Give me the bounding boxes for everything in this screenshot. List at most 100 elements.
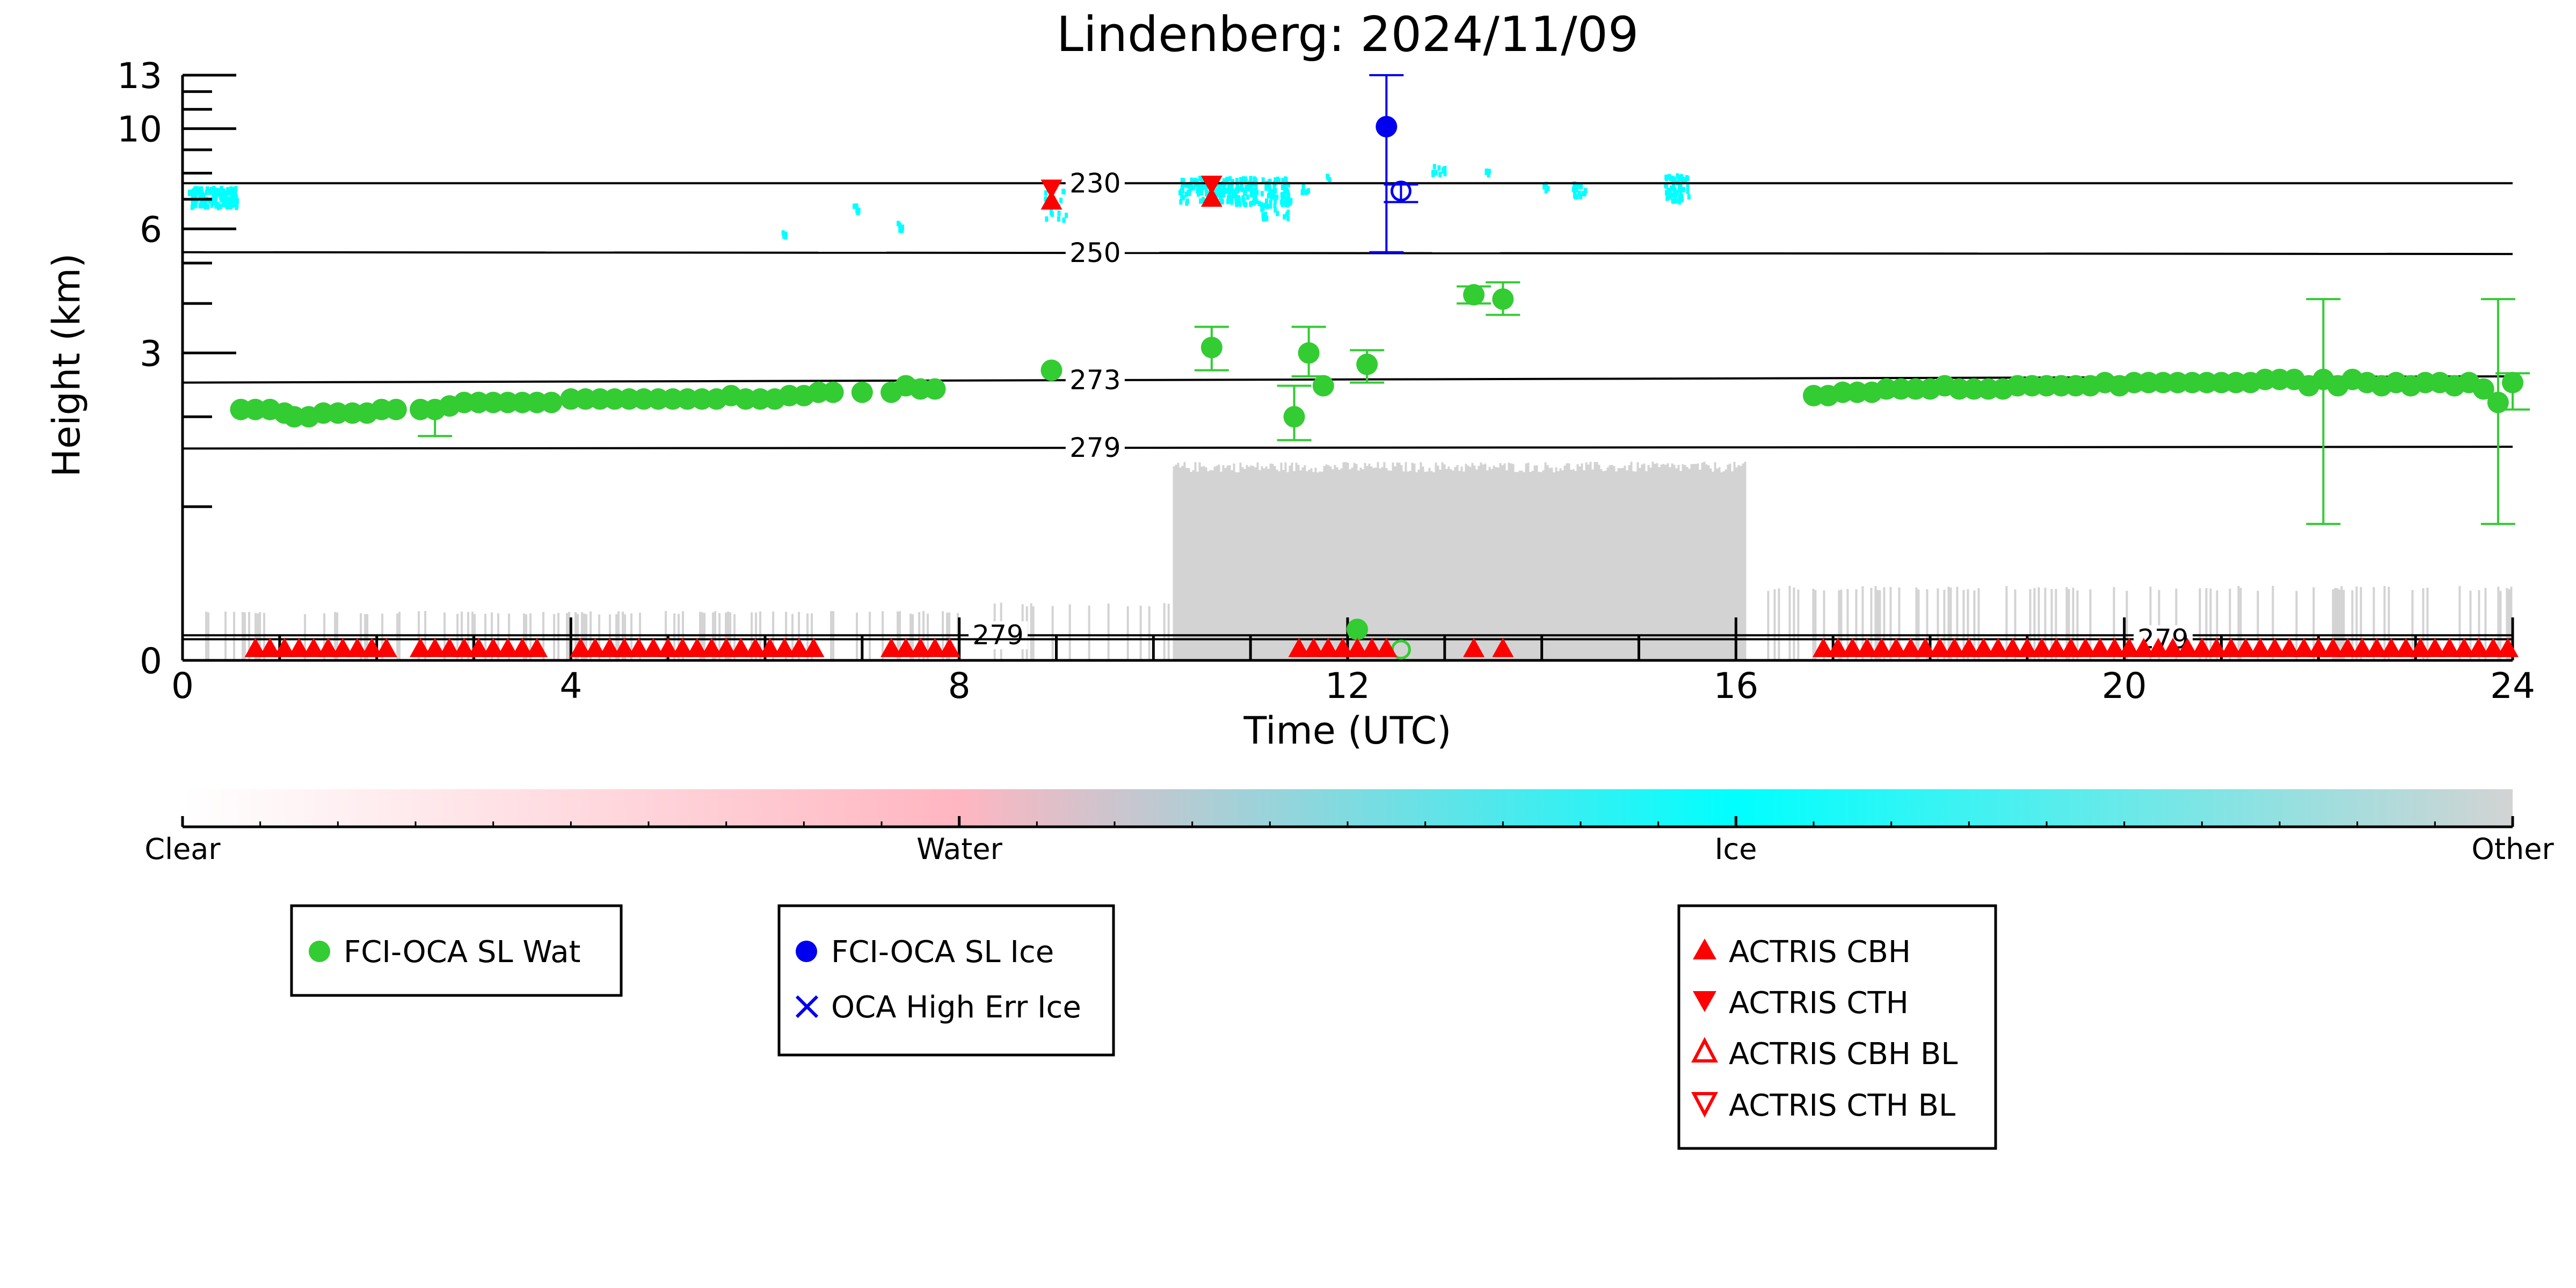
point-actris-cbh-low — [288, 637, 310, 657]
phase-ice-pixel — [1179, 199, 1183, 205]
phase-other-column — [1531, 470, 1534, 660]
phase-other-column — [2336, 588, 2339, 660]
phase-ice-pixel — [1260, 191, 1264, 197]
point-oca-water — [1356, 353, 1378, 375]
phase-ice-pixel — [1044, 190, 1047, 196]
legend-marker-x — [795, 995, 819, 1018]
legend-box — [1677, 904, 1997, 1150]
phase-other-column — [1609, 465, 1611, 660]
phase-ice-pixel — [1268, 187, 1271, 193]
phase-other-column — [1740, 465, 1742, 660]
phase-other-column — [2037, 587, 2040, 660]
phase-other-column — [1254, 467, 1257, 660]
phase-other-column — [912, 614, 914, 660]
point-actris-cbh-low — [628, 637, 650, 657]
point-actris-cbh-low — [788, 637, 810, 657]
point-actris-cbh-low — [613, 637, 635, 657]
phase-other-column — [1639, 468, 1641, 660]
phase-other-column — [1359, 468, 1362, 660]
point-oca-water — [851, 381, 873, 403]
phase-other-column — [725, 612, 727, 660]
phase-ice-pixel — [191, 191, 194, 197]
phase-ice-pixel — [1185, 183, 1189, 188]
point-actris-cbh-low — [2031, 637, 2053, 657]
phase-other-column — [1544, 462, 1547, 660]
phase-ice-pixel — [1188, 191, 1191, 197]
point-actris-cbh-low — [2351, 637, 2373, 657]
point-actris-cbh-low — [657, 637, 679, 657]
legend-marker-triangle-down — [1693, 991, 1716, 1012]
point-actris-cbh-low — [2453, 637, 2475, 657]
point-actris-cbh-low — [2206, 637, 2228, 657]
phase-ice-pixel — [1220, 192, 1224, 198]
phase-other-column — [1192, 470, 1195, 660]
phase-other-column — [2351, 590, 2354, 660]
phase-other-column — [1662, 464, 1665, 660]
phase-other-column — [1366, 465, 1369, 660]
phase-other-column — [1183, 462, 1186, 660]
point-actris-cbh-low — [881, 637, 903, 657]
phase-other-column — [1677, 464, 1680, 660]
phase-ice-pixel — [1253, 188, 1257, 194]
phase-other-column — [263, 613, 266, 660]
phase-other-column — [1546, 465, 1549, 660]
phase-ice-pixel — [1272, 185, 1276, 191]
phase-other-column — [1385, 468, 1388, 660]
phase-ice-pixel — [1229, 199, 1233, 205]
phase-other-column — [1540, 472, 1542, 660]
point-oca-water — [1463, 284, 1485, 306]
phase-ice-pixel — [1542, 184, 1546, 190]
point-oca-water — [1492, 288, 1514, 310]
phase-other-column — [1163, 603, 1166, 660]
phase-other-column — [336, 612, 339, 660]
phase-ice-pixel — [203, 204, 207, 210]
phase-ice-pixel — [201, 194, 205, 200]
phase-other-column — [1340, 468, 1343, 660]
phase-other-column — [1684, 465, 1686, 660]
point-actris-cbh-low — [744, 637, 766, 657]
phase-other-column — [525, 614, 528, 660]
colorbar-label-other: Other — [2471, 832, 2554, 866]
phase-colorbar: Clear Water Ice Other — [144, 789, 2554, 866]
phase-ice-pixel — [1675, 190, 1679, 195]
phase-other-column — [1441, 462, 1444, 660]
phase-other-column — [1497, 467, 1500, 660]
point-actris-cbh-low — [244, 637, 266, 657]
phase-other-column — [1211, 470, 1214, 660]
phase-other-column — [1630, 462, 1633, 660]
phase-ice-pixel — [1230, 194, 1234, 200]
phase-other-column — [1473, 465, 1476, 660]
phase-other-column — [1454, 467, 1457, 660]
phase-ice-pixel — [1261, 177, 1265, 183]
phase-ice-pixel — [229, 204, 233, 210]
phase-other-column — [1889, 587, 1892, 660]
phase-other-column — [1606, 467, 1609, 660]
phase-other-column — [1173, 466, 1175, 660]
point-actris-cth — [1040, 179, 1063, 199]
phase-ice-pixel — [900, 227, 904, 233]
phase-other-column — [1334, 465, 1336, 660]
phase-ice-pixel — [211, 197, 215, 203]
phase-other-column — [1583, 470, 1585, 660]
phase-ice-pixel — [1221, 192, 1225, 198]
phase-other-column — [1377, 462, 1379, 660]
phase-other-column — [1593, 462, 1596, 660]
phase-other-column — [1671, 463, 1673, 660]
phase-ice-pixel — [1193, 177, 1197, 183]
point-actris-cbh-low — [2060, 637, 2082, 657]
phase-other-column — [1703, 461, 1706, 660]
phase-other-column — [1353, 463, 1356, 660]
phase-other-column — [673, 613, 676, 660]
legend-marker-triangle-down-open — [1691, 1092, 1718, 1118]
point-actris-cbh-low — [2482, 637, 2504, 657]
legend-label-cbh: ACTRIS CBH — [1729, 935, 1911, 970]
phase-other-column — [1261, 466, 1263, 660]
phase-ice-pixel — [214, 194, 218, 200]
phase-other-column — [1707, 465, 1710, 660]
phase-ice-pixel — [1260, 207, 1264, 213]
phase-other-column — [1265, 466, 1268, 660]
phase-other-column — [2089, 589, 2092, 660]
phase-other-column — [751, 612, 753, 660]
phase-ice-pixel — [1227, 185, 1231, 191]
point-actris-cbh-low — [2337, 637, 2359, 657]
